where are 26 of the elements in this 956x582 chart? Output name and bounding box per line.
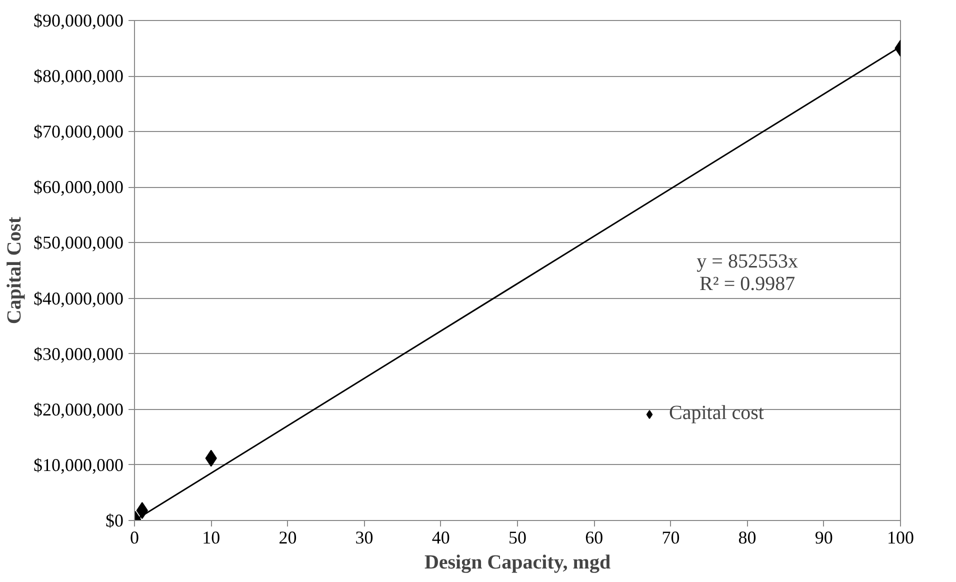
x-tick-label: 80	[738, 528, 756, 548]
x-tick-label: 20	[278, 528, 297, 548]
point	[136, 502, 148, 519]
x-tick-label: 90	[814, 528, 833, 548]
y-tick-label: $70,000,000	[34, 122, 124, 142]
x-tick-label: 30	[355, 528, 374, 548]
x-tick-label: 0	[130, 528, 139, 548]
annotation: R² = 0.9987	[699, 272, 796, 295]
y-tick-label: $0	[106, 510, 124, 530]
y-tick-label: $40,000,000	[34, 288, 124, 308]
x-tick-label: 60	[585, 528, 604, 548]
y-tick-label: $30,000,000	[34, 344, 124, 364]
x-tick-label: 70	[662, 528, 680, 548]
y-axis-title: Capital Cost	[4, 216, 26, 324]
x-axis-title: Design Capacity, mgd	[424, 552, 611, 574]
y-tick-label: $10,000,000	[34, 454, 124, 475]
x-tick-label: 40	[432, 528, 450, 548]
x-tick-label: 50	[508, 528, 526, 548]
x-tick-label: 100	[887, 528, 914, 548]
y-tick-label: $50,000,000	[34, 232, 124, 253]
x-tick-label: 10	[202, 528, 220, 548]
annotation: y = 852553x	[696, 250, 798, 273]
y-tick-label: $60,000,000	[34, 177, 124, 198]
y-tick-label: $20,000,000	[34, 399, 124, 420]
y-tick-label: $80,000,000	[34, 66, 124, 86]
y-tick-label: $90,000,000	[34, 10, 124, 30]
